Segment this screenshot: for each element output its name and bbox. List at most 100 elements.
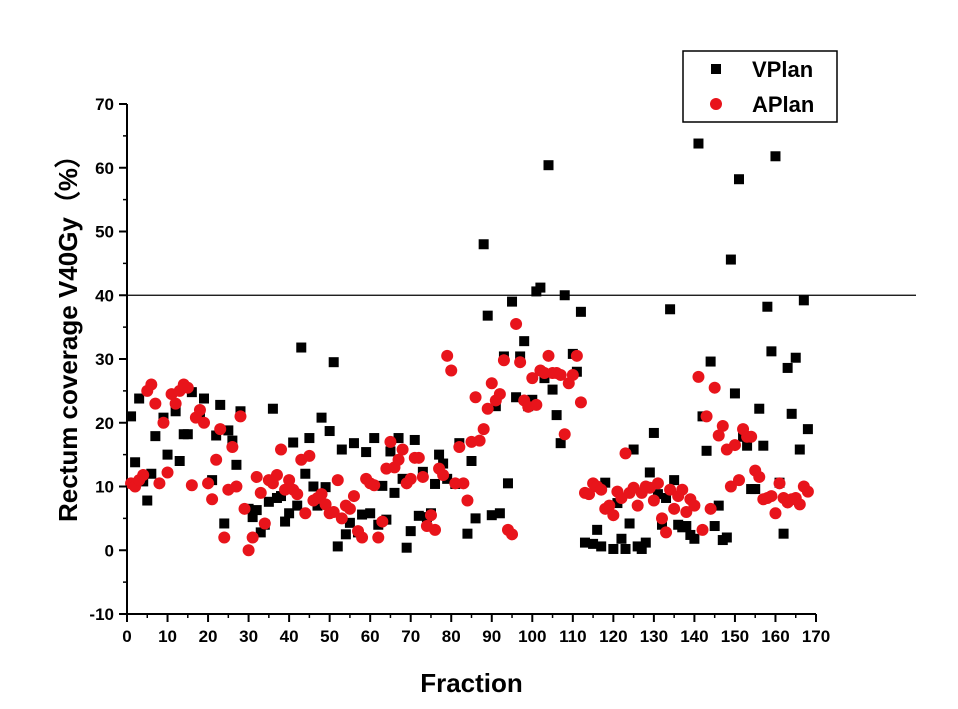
aplan-point bbox=[676, 483, 689, 496]
vplan-point bbox=[357, 509, 368, 520]
vplan-point bbox=[721, 532, 732, 543]
data-points bbox=[125, 138, 814, 557]
vplan-point bbox=[332, 541, 343, 552]
aplan-point bbox=[424, 509, 437, 522]
vplan-point bbox=[227, 435, 238, 446]
aplan-point bbox=[169, 397, 182, 410]
aplan-point bbox=[303, 449, 316, 462]
vplan-point bbox=[215, 399, 226, 410]
vplan-point bbox=[482, 310, 493, 321]
y-tick-label: 60 bbox=[95, 159, 114, 178]
aplan-point bbox=[570, 349, 583, 362]
aplan-point bbox=[732, 474, 745, 487]
vplan-point bbox=[713, 500, 724, 511]
vplan-point bbox=[126, 411, 137, 422]
aplan-point bbox=[510, 317, 523, 330]
aplan-point bbox=[331, 474, 344, 487]
vplan-point bbox=[324, 426, 335, 437]
aplan-point bbox=[315, 488, 328, 501]
x-tick-label: 140 bbox=[680, 627, 708, 646]
legend-box bbox=[682, 50, 838, 123]
vplan-point bbox=[348, 438, 359, 449]
x-tick-label: 50 bbox=[320, 627, 339, 646]
aplan-point bbox=[319, 498, 332, 511]
vplan-point bbox=[624, 518, 635, 529]
vplan-point bbox=[223, 425, 234, 436]
vplan-point bbox=[430, 478, 441, 489]
aplan-point bbox=[558, 428, 571, 441]
vplan-point bbox=[470, 513, 481, 524]
vplan-point bbox=[527, 394, 538, 405]
y-tick-label: -10 bbox=[89, 605, 114, 624]
aplan-point bbox=[291, 488, 304, 501]
aplan-point bbox=[745, 430, 758, 443]
vplan-point bbox=[369, 433, 380, 444]
aplan-point bbox=[161, 466, 174, 479]
aplan-point bbox=[493, 388, 506, 401]
vplan-point bbox=[276, 491, 287, 502]
aplan-point bbox=[692, 370, 705, 383]
aplan-point bbox=[769, 507, 782, 520]
vplan-point bbox=[219, 518, 230, 529]
vplan-point bbox=[693, 138, 704, 149]
aplan-point bbox=[542, 349, 555, 362]
vplan-point bbox=[596, 541, 607, 552]
x-tick-label: 150 bbox=[721, 627, 749, 646]
vplan-point bbox=[174, 456, 185, 466]
aplan-point bbox=[651, 477, 664, 490]
aplan-point bbox=[392, 453, 405, 466]
vplan-point bbox=[146, 468, 157, 479]
aplan-point bbox=[376, 515, 389, 528]
aplan-point bbox=[574, 396, 587, 409]
aplan-point bbox=[210, 453, 223, 466]
x-tick-label: 120 bbox=[599, 627, 627, 646]
aplan-point bbox=[218, 531, 231, 544]
aplan-point bbox=[716, 419, 729, 432]
vplan-point bbox=[308, 481, 319, 492]
aplan-point bbox=[583, 488, 596, 501]
aplan-point bbox=[258, 517, 271, 530]
vplan-point bbox=[705, 356, 716, 367]
aplan-point bbox=[230, 480, 243, 493]
aplan-point bbox=[368, 479, 381, 492]
x-tick-label: 170 bbox=[802, 627, 830, 646]
vplan-point bbox=[778, 528, 789, 539]
vplan-point bbox=[511, 392, 522, 403]
vplan-point bbox=[620, 543, 631, 554]
vplan-point bbox=[794, 444, 805, 455]
vplan-point bbox=[555, 438, 566, 449]
aplan-point bbox=[530, 398, 543, 411]
vplan-point bbox=[802, 424, 813, 435]
aplan-point bbox=[773, 477, 786, 490]
vplan-point bbox=[559, 290, 570, 301]
vplan-point bbox=[758, 440, 769, 451]
vplan-point bbox=[130, 457, 141, 468]
aplan-point bbox=[335, 512, 348, 525]
vplan-point bbox=[320, 482, 331, 493]
aplan-point bbox=[356, 531, 369, 544]
vplan-point bbox=[466, 456, 477, 466]
vplan-point bbox=[401, 542, 412, 553]
aplan-point bbox=[429, 523, 442, 536]
vplan-point bbox=[600, 477, 611, 488]
aplan-point bbox=[347, 490, 360, 503]
vplan-point bbox=[575, 306, 586, 317]
vplan-point bbox=[434, 449, 445, 460]
vplan-point bbox=[365, 508, 376, 519]
aplan-point bbox=[149, 397, 162, 410]
aplan-point bbox=[668, 502, 681, 515]
vplan-point bbox=[644, 467, 655, 478]
aplan-point bbox=[234, 410, 247, 423]
aplan-point bbox=[664, 483, 677, 496]
vplan-point bbox=[742, 440, 753, 451]
aplan-point bbox=[724, 480, 737, 493]
aplan-point bbox=[647, 494, 660, 507]
vplan-point bbox=[255, 527, 266, 538]
aplan-point bbox=[728, 439, 741, 452]
vplan-point bbox=[280, 516, 291, 527]
vplan-point bbox=[377, 480, 388, 491]
vplan-point bbox=[547, 384, 558, 395]
y-tick-label: 10 bbox=[95, 478, 114, 497]
vplan-point bbox=[588, 538, 599, 549]
vplan-point bbox=[640, 537, 651, 548]
